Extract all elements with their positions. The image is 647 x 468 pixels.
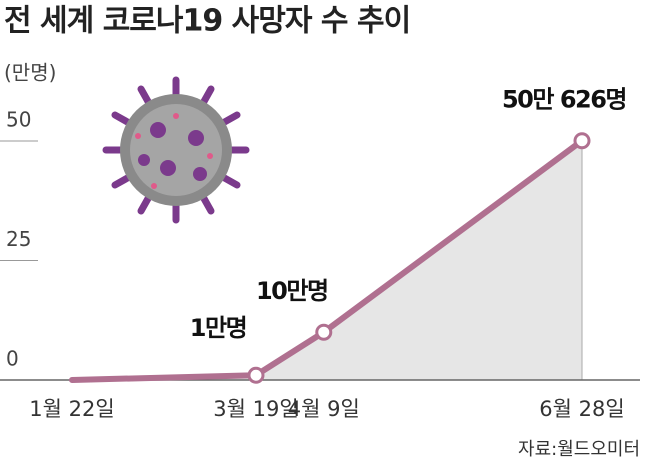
source: 자료:월드오미터	[518, 439, 640, 460]
area	[72, 140, 582, 380]
unit-label: (만명)	[4, 61, 56, 85]
x-tick-label: 6월 28일	[539, 397, 624, 421]
x-tick-label: 1월 22일	[29, 397, 114, 421]
chart-title: 전 세계 코로나19 사망자 수 추이	[4, 4, 410, 39]
x-tick-label: 4월 9일	[288, 397, 360, 421]
value-label: 50만 626명	[502, 86, 626, 114]
value-label: 1만명	[190, 314, 246, 342]
value-label: 10만명	[256, 277, 328, 305]
point	[573, 132, 591, 150]
y-tick-label: 25	[6, 227, 31, 251]
point	[315, 323, 333, 341]
y-tick-label: 50	[6, 108, 31, 132]
y-tick-label: 0	[6, 347, 19, 371]
point	[247, 366, 265, 384]
x-tick-label: 3월 19일	[213, 397, 298, 421]
virus-illustration	[102, 76, 250, 224]
line	[69, 137, 585, 383]
